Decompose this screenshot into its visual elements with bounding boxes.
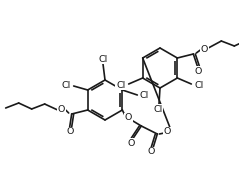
Text: Cl: Cl [116,81,125,89]
Text: O: O [201,45,208,53]
Text: O: O [164,128,171,136]
Text: Cl: Cl [98,54,108,64]
Text: O: O [58,105,65,114]
Text: Cl: Cl [140,92,149,101]
Text: O: O [125,113,132,122]
Text: Cl: Cl [153,105,163,113]
Text: O: O [128,139,135,148]
Text: Cl: Cl [195,81,204,89]
Text: O: O [67,128,74,136]
Text: O: O [195,66,202,76]
Text: O: O [148,148,155,156]
Text: Cl: Cl [61,81,70,89]
